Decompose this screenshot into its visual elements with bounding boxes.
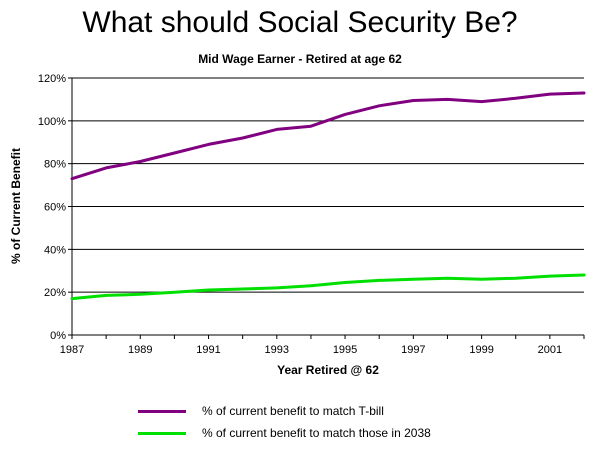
x-tick-label: 1987: [60, 344, 84, 356]
legend-swatch-tbill: [138, 409, 186, 413]
y-tick-label: 100%: [38, 116, 66, 128]
tick-labels: 0% 20% 40% 60% 80% 100% 120% 1987 1989 1991 1993 19…: [38, 73, 562, 356]
page-title: What should Social Security Be?: [82, 6, 518, 39]
x-axis-title: Year Retired @ 62: [277, 363, 379, 377]
x-tick-label: 1989: [128, 344, 152, 356]
x-tick-label: 1999: [469, 344, 493, 356]
y-tick-label: 0%: [50, 330, 66, 342]
y-tick-label: 20%: [44, 287, 66, 299]
x-tick-label: 1997: [401, 344, 425, 356]
chart-subtitle: Mid Wage Earner - Retired at age 62: [198, 52, 402, 66]
legend-label-tbill: % of current benefit to match T-bill: [202, 404, 384, 418]
grid-lines: [72, 77, 584, 293]
legend-item-2038: % of current benefit to match those in 2…: [138, 425, 431, 441]
x-tick-label: 1991: [196, 344, 220, 356]
chart-axes: [68, 77, 585, 339]
x-tick-label: 2001: [538, 344, 562, 356]
y-tick-label: 80%: [44, 159, 66, 171]
x-tick-label: 1995: [333, 344, 357, 356]
legend-swatch-2038: [138, 431, 186, 435]
legend-label-2038: % of current benefit to match those in 2…: [202, 426, 431, 440]
series-line-tbill: [70, 91, 586, 181]
y-tick-label: 60%: [44, 202, 66, 214]
chart-series: [70, 91, 586, 301]
y-tick-label: 120%: [38, 73, 66, 85]
legend-item-tbill: % of current benefit to match T-bill: [138, 403, 384, 419]
series-line-2038: [70, 273, 586, 301]
y-axis-title: % of Current Benefit: [9, 148, 23, 264]
x-tick-label: 1993: [265, 344, 289, 356]
y-tick-label: 40%: [44, 244, 66, 256]
